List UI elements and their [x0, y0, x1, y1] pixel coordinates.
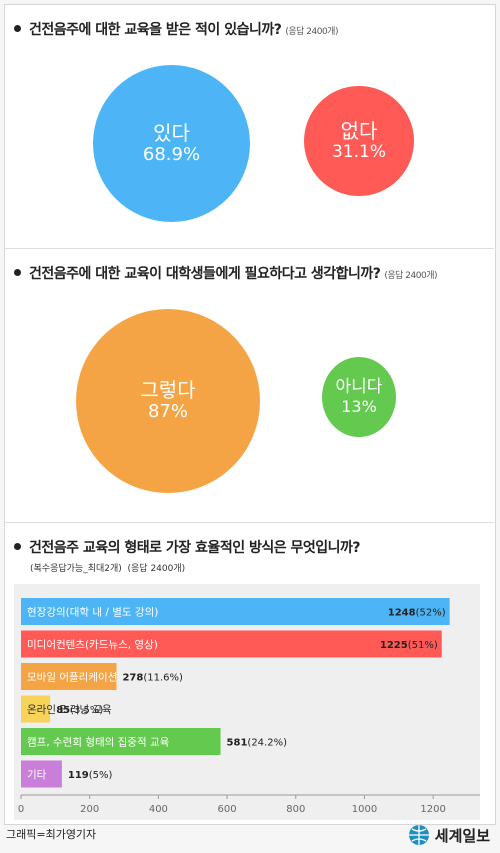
x-tick-label: 400	[149, 804, 168, 815]
x-tick-label: 1200	[420, 804, 445, 815]
bar-value-label: 119(5%)	[68, 770, 113, 781]
q2-no-label: 아니다	[335, 377, 383, 398]
q2-no-percent: 13%	[341, 396, 377, 416]
bar-category-label: 현장강의(대학 내 / 별도 강의)	[27, 607, 158, 619]
question-1-text: 건전음주에 대한 교육을 받은 적이 있습니까?	[29, 22, 282, 38]
bar-category-label: 온라인 E-러닝 교육	[27, 704, 112, 716]
q1-yes-percent: 68.9%	[142, 143, 201, 165]
x-tick-label: 200	[80, 804, 99, 815]
q2-no-circle: 아니다 13%	[322, 357, 396, 437]
bar-value-label: 1225(51%)	[380, 640, 438, 651]
question-2-text: 건전음주에 대한 교육이 대학생들에게 필요하다고 생각합니까?	[29, 266, 381, 282]
question-3-responses: (응답 2400개)	[127, 564, 186, 574]
q1-no-circle: 없다 31.1%	[304, 86, 414, 196]
bar-value-label: 278(11.6%)	[122, 673, 183, 684]
bullet-icon	[14, 543, 21, 550]
bar-4	[21, 728, 221, 755]
q2-yes-circle: 그렇다 87%	[76, 309, 260, 493]
bar-category-label: 모바일 어플리케이션	[27, 671, 117, 684]
bar-2	[21, 663, 117, 690]
bar-1	[21, 630, 442, 658]
section-divider	[4, 248, 494, 249]
bar-chart-area: 현장강의(대학 내 / 별도 강의) 1248(52%) 미디어컨텐츠(카드뉴스, …	[14, 584, 480, 820]
q1-no-label: 없다	[340, 118, 378, 143]
globe-icon	[408, 825, 429, 845]
question-3: 건전음주 교육의 형태로 가장 효율적인 방식은 무엇입니까?	[14, 537, 360, 557]
x-tick-label: 600	[218, 804, 237, 815]
bar-value-label: 1248(52%)	[388, 608, 446, 619]
question-2-responses: (응답 2400개)	[384, 271, 438, 281]
bar-3	[21, 695, 51, 723]
publisher-logo: 세계일보	[408, 824, 490, 846]
bar-category-label: 기타	[27, 769, 47, 781]
bar-5	[21, 760, 62, 788]
x-tick-label: 800	[286, 804, 305, 815]
question-1-responses: (응답 2400개)	[285, 27, 338, 37]
graphic-credit: 그래픽=최가영기자	[6, 828, 97, 841]
q1-yes-label: 있다	[153, 120, 190, 145]
q2-yes-label: 그렇다	[140, 378, 196, 403]
question-1: 건전음주에 대한 교육을 받은 적이 있습니까? (응답 2400개)	[14, 19, 338, 39]
question-3-note-text: (복수응답가능_최대2개)	[30, 564, 122, 574]
bar-chart: 현장강의(대학 내 / 별도 강의) 1248(52%) 미디어컨텐츠(카드뉴스, …	[18, 598, 480, 815]
bar-category-label: 캠프, 수련회 형태의 집중적 교육	[27, 737, 170, 749]
x-tick-label: 1000	[352, 804, 377, 815]
bar-0	[21, 598, 450, 625]
q1-yes-circle: 있다 68.9%	[93, 65, 250, 222]
question-3-text: 건전음주 교육의 형태로 가장 효율적인 방식은 무엇입니까?	[29, 540, 360, 556]
bar-value-label: 581(24.2%)	[227, 738, 288, 749]
question-3-note: (복수응답가능_최대2개) (응답 2400개)	[30, 561, 185, 574]
x-tick-label: 0	[18, 804, 24, 815]
question-2: 건전음주에 대한 교육이 대학생들에게 필요하다고 생각합니까? (응답 2400…	[14, 263, 438, 283]
bullet-icon	[14, 269, 21, 276]
bullet-icon	[14, 25, 21, 32]
publisher-name: 세계일보	[434, 826, 490, 845]
section-divider	[4, 522, 494, 523]
bar-category-label: 미디어컨텐츠(카드뉴스, 영상)	[27, 639, 158, 651]
q1-no-percent: 31.1%	[331, 141, 386, 162]
q2-yes-percent: 87%	[147, 401, 188, 423]
bar-value-label: 85(3.5%)	[56, 705, 103, 716]
